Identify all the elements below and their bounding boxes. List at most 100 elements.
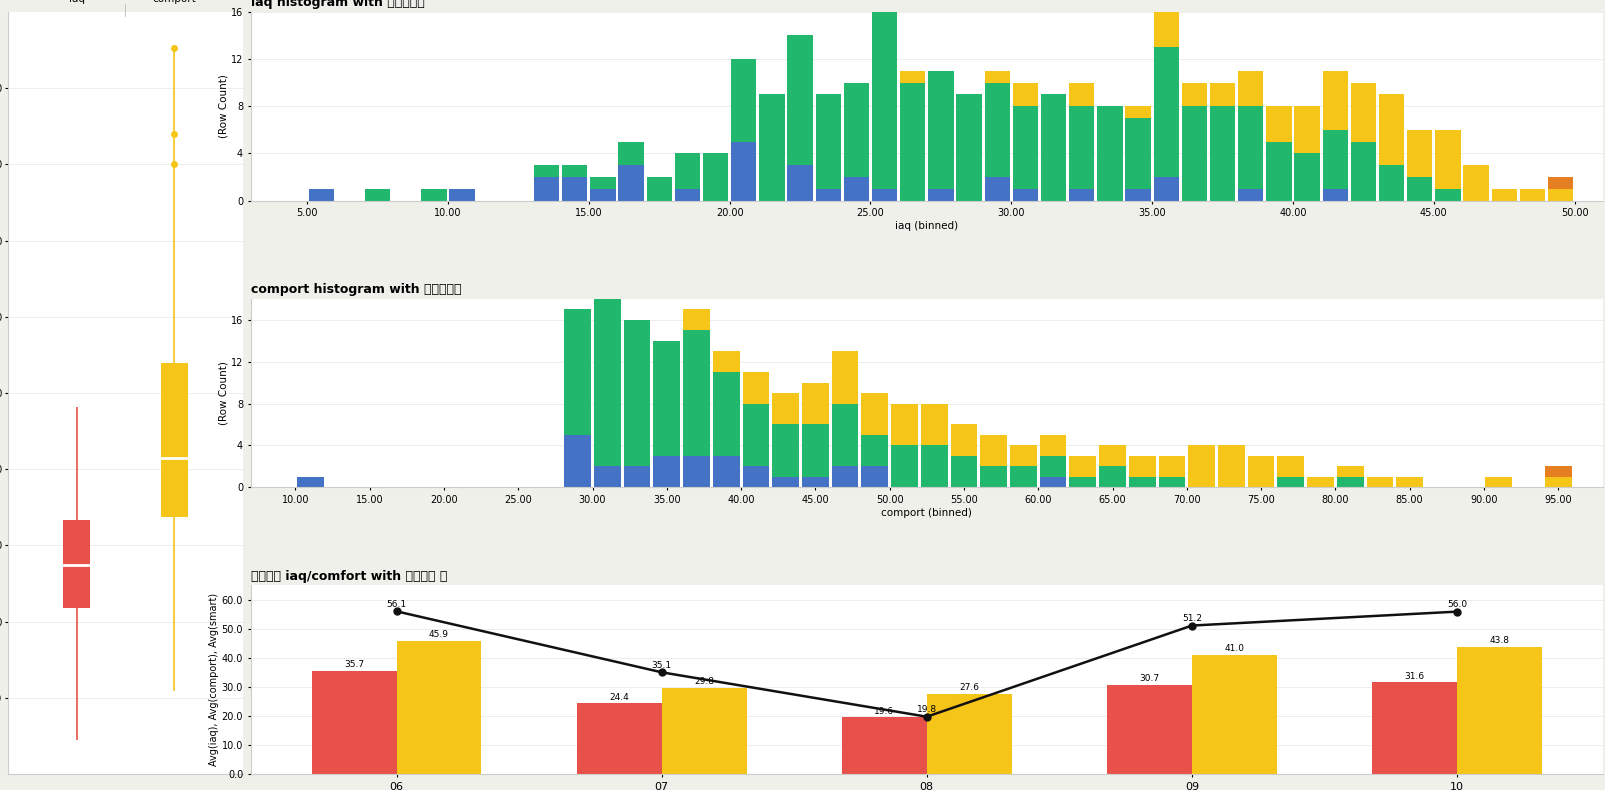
Bar	[623, 320, 650, 466]
Y-axis label: (Row Count): (Row Count)	[218, 74, 228, 138]
Bar	[1544, 477, 1571, 487]
Bar	[1188, 446, 1215, 487]
Bar	[1152, 12, 1178, 47]
Bar	[950, 424, 977, 456]
Bar	[297, 477, 324, 487]
Y-axis label: (Row Count): (Row Count)	[218, 361, 228, 425]
Bar	[1379, 95, 1403, 165]
Bar	[421, 189, 446, 201]
Bar	[1321, 189, 1347, 201]
Bar	[1128, 456, 1156, 477]
Bar	[1038, 477, 1066, 487]
Bar	[872, 12, 897, 189]
Bar	[759, 95, 785, 201]
Text: 19.8: 19.8	[916, 705, 936, 714]
Bar	[1366, 477, 1393, 487]
Bar	[801, 382, 828, 424]
Bar	[801, 424, 828, 477]
Bar	[682, 456, 709, 487]
Bar	[742, 372, 769, 404]
Bar	[891, 404, 918, 446]
Text: iaq: iaq	[69, 0, 85, 4]
Bar	[1013, 83, 1037, 106]
Bar	[618, 165, 644, 201]
Bar	[1237, 71, 1263, 106]
Bar	[920, 404, 947, 446]
Bar	[730, 141, 756, 201]
Bar	[713, 456, 740, 487]
Bar	[1321, 71, 1347, 130]
Bar	[1013, 106, 1037, 189]
Bar	[979, 466, 1006, 487]
Bar	[979, 435, 1006, 466]
X-axis label: comport (binned): comport (binned)	[881, 508, 971, 517]
Bar	[533, 177, 559, 201]
Bar	[786, 165, 812, 201]
Bar	[396, 641, 482, 774]
Bar	[772, 424, 799, 477]
Text: 41.0: 41.0	[1223, 645, 1244, 653]
Bar	[618, 141, 644, 165]
Bar	[1371, 683, 1456, 774]
Bar	[1456, 647, 1541, 774]
Bar	[647, 177, 671, 201]
Bar	[957, 95, 981, 201]
Bar	[950, 456, 977, 487]
Bar	[772, 477, 799, 487]
Bar	[1547, 177, 1573, 189]
Bar	[831, 404, 859, 466]
Bar	[449, 189, 475, 201]
Bar	[1152, 47, 1178, 177]
Bar	[1069, 83, 1093, 106]
Bar	[682, 330, 709, 456]
Bar	[984, 177, 1010, 201]
Bar	[815, 95, 841, 189]
Bar	[1350, 141, 1375, 201]
Bar	[1237, 106, 1263, 189]
Bar	[742, 466, 769, 487]
Bar	[1265, 141, 1290, 201]
Bar	[1491, 189, 1517, 201]
Bar	[713, 372, 740, 456]
Bar	[815, 189, 841, 201]
Bar	[772, 393, 799, 424]
Text: 측정월별 iaq/comfort with 스마트지 수: 측정월별 iaq/comfort with 스마트지 수	[250, 570, 446, 583]
Text: 24.4: 24.4	[608, 693, 629, 702]
Bar	[1157, 477, 1184, 487]
Bar	[928, 189, 953, 201]
Bar	[984, 83, 1010, 177]
Bar	[623, 466, 650, 487]
Bar	[843, 177, 868, 201]
Bar	[1435, 189, 1459, 201]
Bar	[1518, 189, 1544, 201]
Bar	[1125, 106, 1151, 118]
Bar	[730, 59, 756, 141]
Text: iaq histogram with 스마트지수: iaq histogram with 스마트지수	[250, 0, 424, 9]
Bar	[1069, 189, 1093, 201]
Bar	[563, 309, 591, 435]
Bar	[1181, 83, 1207, 106]
Bar	[1069, 477, 1096, 487]
Bar	[841, 717, 926, 774]
Bar	[1276, 456, 1303, 477]
Bar	[703, 153, 727, 201]
Bar	[1209, 83, 1234, 106]
Bar	[674, 153, 700, 189]
Bar	[1265, 106, 1290, 141]
Bar	[1010, 446, 1037, 466]
Bar	[899, 83, 924, 201]
Bar	[1157, 456, 1184, 477]
Bar	[1406, 177, 1432, 201]
Bar	[801, 477, 828, 487]
Bar	[1098, 446, 1125, 466]
Bar	[1106, 685, 1191, 774]
Bar	[1217, 446, 1244, 487]
Text: 35.1: 35.1	[652, 661, 671, 670]
Bar	[1395, 477, 1422, 487]
Bar	[984, 71, 1010, 83]
Bar	[576, 703, 661, 774]
Y-axis label: Avg(iaq), Avg(comport), Avg(smart): Avg(iaq), Avg(comport), Avg(smart)	[209, 593, 218, 766]
Bar	[1125, 118, 1151, 189]
Bar	[1294, 153, 1319, 201]
Text: 29.8: 29.8	[693, 677, 714, 686]
